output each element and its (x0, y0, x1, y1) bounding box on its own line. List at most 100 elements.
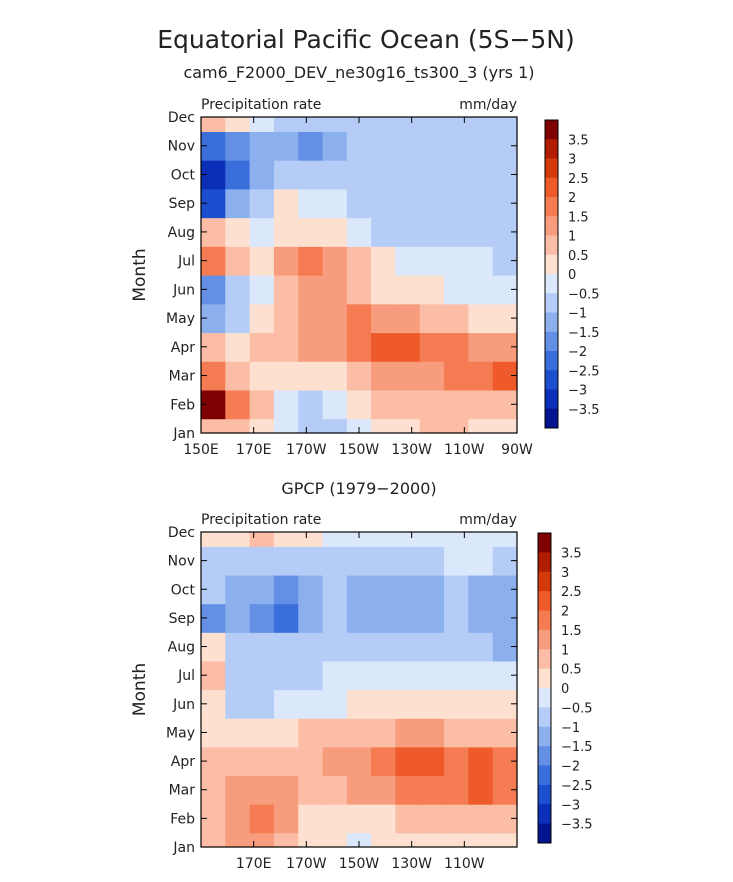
heatmap-cell (225, 332, 251, 362)
heatmap-cell (298, 418, 324, 434)
colorbar-swatch (545, 216, 558, 236)
x-tick-label: 130W (391, 856, 432, 872)
heatmap-cell (346, 131, 372, 161)
heatmap-cell (468, 117, 494, 132)
heatmap-cell (395, 546, 421, 576)
y-tick-label: Dec (168, 110, 195, 126)
x-tick-label: 170W (286, 442, 327, 458)
heatmap-cell (322, 603, 348, 633)
heatmap-cell (225, 660, 251, 691)
heatmap-cell (468, 217, 494, 247)
label-precipitation-rate: Precipitation rate (201, 512, 321, 528)
colorbar-label: −3 (561, 798, 580, 813)
colorbar-label: 1 (568, 230, 576, 245)
heatmap-cell (249, 804, 275, 834)
heatmap-cell (249, 188, 275, 219)
heatmap-cell (395, 188, 421, 219)
heatmap-cell (468, 532, 494, 547)
heatmap-cell (298, 275, 324, 305)
colorbar-label: −3.5 (568, 403, 600, 418)
y-tick-label: Oct (171, 582, 196, 598)
heatmap-cell (444, 160, 469, 190)
heatmap-cell (444, 603, 469, 633)
heatmap-cell (249, 160, 275, 190)
colorbar-swatch (545, 293, 558, 313)
heatmap-cell (273, 546, 299, 576)
heatmap-cell (395, 632, 421, 662)
y-tick-label: Oct (171, 167, 196, 183)
heatmap-cell (225, 746, 251, 777)
heatmap-cell (322, 689, 348, 719)
heatmap-cell (444, 117, 469, 132)
heatmap-cell (346, 632, 372, 662)
x-tick-label: 170W (286, 856, 327, 872)
heatmap-cell (468, 832, 494, 848)
heatmap-cell (225, 689, 251, 719)
y-tick-label: Jul (177, 254, 195, 270)
heatmap-cell (225, 131, 251, 161)
colorbar-swatch (538, 591, 551, 612)
heatmap-cell (444, 418, 469, 434)
heatmap-cell (346, 275, 372, 305)
heatmap-cell (468, 160, 494, 190)
heatmap-cell (468, 746, 494, 777)
heatmap-cell (395, 217, 421, 247)
heatmap-cell (346, 217, 372, 247)
figure-subtitle: cam6_F2000_DEV_ne30g16_ts300_3 (yrs 1) (183, 63, 534, 83)
heatmap-cell (249, 389, 275, 420)
heatmap-cell (346, 689, 372, 719)
label-precipitation-rate: Precipitation rate (201, 97, 321, 113)
heatmap-cell (249, 832, 275, 848)
heatmap-cell (395, 332, 421, 362)
heatmap-cell (298, 832, 324, 848)
y-tick-label: Mar (169, 369, 196, 385)
heatmap-cell (322, 746, 348, 777)
heatmap-cell (346, 188, 372, 219)
colorbar-swatch (545, 370, 558, 390)
heatmap-cell (395, 532, 421, 547)
heatmap-cell (419, 332, 445, 362)
heatmap-cell (395, 131, 421, 161)
heatmap-cell (225, 275, 251, 305)
heatmap-cell (201, 832, 226, 848)
heatmap-cell (273, 117, 299, 132)
colorbar-label: −1 (568, 307, 587, 322)
colorbar-swatch (538, 765, 551, 786)
heatmap-cell (371, 389, 397, 420)
y-tick-label: Jun (172, 697, 195, 713)
heatmap-cell (322, 632, 348, 662)
heatmap-cell (444, 188, 469, 219)
heatmap-cell (298, 532, 324, 547)
heatmap-cell (346, 746, 372, 777)
heatmap-cell (322, 775, 348, 805)
heatmap-cell (249, 217, 275, 247)
colorbar-swatch (545, 235, 558, 256)
heatmap-cell (249, 275, 275, 305)
heatmap-cell (395, 804, 421, 834)
heatmap-cell (346, 603, 372, 633)
heatmap-cell (419, 689, 445, 719)
y-axis-label: Month (130, 248, 150, 301)
y-tick-label: Apr (171, 754, 195, 770)
heatmap-cell (298, 603, 324, 633)
y-tick-label: Feb (170, 397, 195, 413)
heatmap-cell (468, 303, 494, 334)
heatmap-cell (395, 117, 421, 132)
heatmap-cell (273, 188, 299, 219)
heatmap-cell (371, 632, 397, 662)
heatmap-cell (371, 131, 397, 161)
heatmap-cell (371, 832, 397, 848)
colorbar-swatch (538, 629, 551, 650)
heatmap-cell (371, 746, 397, 777)
heatmap-cell (468, 275, 494, 305)
colorbar-label: −2.5 (568, 364, 600, 379)
heatmap-cell (273, 660, 299, 691)
heatmap-cell (444, 832, 469, 848)
heatmap-cell (395, 275, 421, 305)
heatmap-cell (346, 546, 372, 576)
heatmap-cell (225, 361, 251, 391)
colorbar-label: 1.5 (561, 624, 582, 639)
heatmap-cell (273, 217, 299, 247)
heatmap-cell (346, 117, 372, 132)
heatmap-cell (346, 660, 372, 691)
